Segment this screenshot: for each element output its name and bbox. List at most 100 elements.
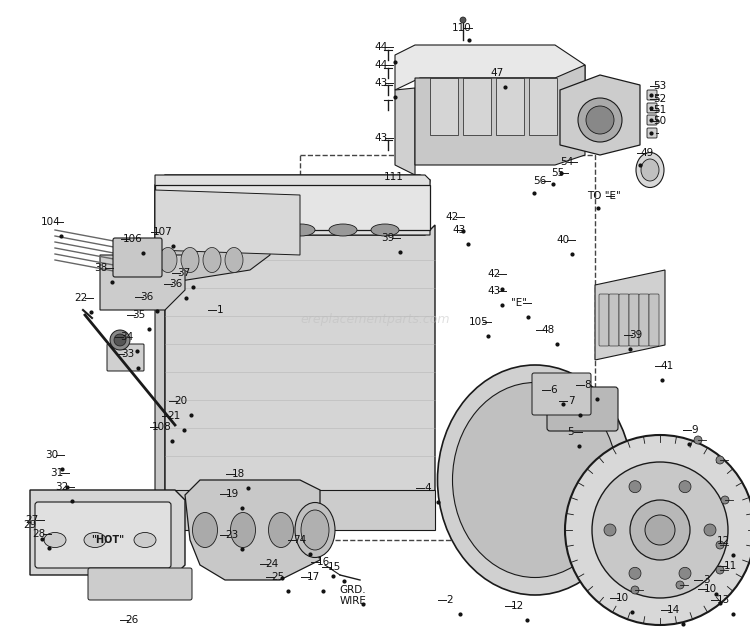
- Text: 51: 51: [653, 105, 667, 115]
- Text: 37: 37: [177, 268, 190, 278]
- Polygon shape: [430, 78, 458, 135]
- Text: GRD.: GRD.: [340, 585, 366, 595]
- Text: 44: 44: [374, 60, 388, 70]
- Text: 38: 38: [94, 263, 108, 273]
- Polygon shape: [100, 255, 185, 310]
- Polygon shape: [155, 175, 430, 235]
- Circle shape: [645, 515, 675, 545]
- Ellipse shape: [329, 224, 357, 236]
- Ellipse shape: [225, 247, 243, 273]
- Polygon shape: [529, 78, 557, 135]
- Circle shape: [694, 436, 702, 444]
- Ellipse shape: [371, 224, 399, 236]
- Text: 44: 44: [374, 42, 388, 52]
- Circle shape: [676, 581, 684, 589]
- Ellipse shape: [161, 224, 189, 236]
- FancyBboxPatch shape: [547, 387, 618, 431]
- FancyBboxPatch shape: [619, 294, 629, 346]
- Ellipse shape: [295, 502, 335, 558]
- Text: 36: 36: [170, 279, 183, 289]
- Text: 105: 105: [470, 317, 489, 327]
- Ellipse shape: [203, 224, 231, 236]
- Text: 3: 3: [703, 575, 709, 585]
- Text: 28: 28: [32, 529, 46, 539]
- Circle shape: [679, 481, 691, 493]
- Text: 104: 104: [41, 217, 61, 227]
- Circle shape: [592, 462, 728, 598]
- Polygon shape: [496, 78, 524, 135]
- Ellipse shape: [636, 153, 664, 187]
- Ellipse shape: [245, 224, 273, 236]
- Text: 35: 35: [132, 310, 146, 320]
- Circle shape: [629, 567, 641, 579]
- FancyBboxPatch shape: [647, 90, 657, 100]
- Text: 106: 106: [123, 234, 142, 244]
- Circle shape: [721, 496, 729, 504]
- FancyBboxPatch shape: [647, 115, 657, 125]
- FancyBboxPatch shape: [88, 568, 192, 600]
- Text: 30: 30: [46, 450, 58, 460]
- Text: 107: 107: [153, 227, 173, 237]
- Text: 24: 24: [266, 559, 279, 569]
- Ellipse shape: [301, 510, 329, 550]
- Polygon shape: [560, 75, 640, 155]
- Text: 2: 2: [447, 595, 453, 605]
- Text: 1: 1: [217, 305, 223, 315]
- Text: 20: 20: [175, 396, 188, 406]
- Text: 10: 10: [616, 593, 628, 603]
- Text: 110: 110: [452, 23, 472, 33]
- Text: "E": "E": [511, 298, 527, 308]
- Circle shape: [565, 435, 750, 625]
- Text: 49: 49: [640, 148, 653, 158]
- Text: 56: 56: [533, 176, 547, 186]
- Text: 43: 43: [452, 225, 466, 235]
- Text: 8: 8: [585, 380, 591, 390]
- Polygon shape: [185, 480, 320, 580]
- Text: 11: 11: [723, 561, 736, 571]
- Circle shape: [631, 586, 639, 594]
- FancyBboxPatch shape: [629, 294, 639, 346]
- Text: 31: 31: [50, 468, 64, 478]
- Text: 25: 25: [272, 572, 285, 582]
- Bar: [300, 155, 595, 540]
- Text: "HOT": "HOT": [92, 535, 124, 545]
- Circle shape: [460, 17, 466, 23]
- FancyBboxPatch shape: [647, 128, 657, 138]
- Polygon shape: [155, 175, 430, 235]
- Text: 53: 53: [653, 81, 667, 91]
- Text: 4: 4: [424, 483, 431, 493]
- Text: 12: 12: [510, 601, 524, 611]
- Text: 43: 43: [374, 133, 388, 143]
- Text: 32: 32: [56, 482, 69, 492]
- Text: 27: 27: [26, 515, 39, 525]
- Text: 14: 14: [666, 605, 680, 615]
- Circle shape: [110, 330, 130, 350]
- Text: 33: 33: [122, 349, 135, 359]
- Text: 34: 34: [120, 332, 134, 342]
- Text: 42: 42: [488, 269, 501, 279]
- Circle shape: [716, 541, 724, 549]
- Text: 17: 17: [306, 572, 320, 582]
- Text: 9: 9: [692, 425, 698, 435]
- Circle shape: [630, 500, 690, 560]
- Ellipse shape: [641, 159, 659, 181]
- Polygon shape: [165, 490, 435, 530]
- Text: 18: 18: [231, 469, 244, 479]
- Polygon shape: [595, 270, 665, 360]
- Text: ereplacementparts.com: ereplacementparts.com: [300, 314, 450, 326]
- FancyBboxPatch shape: [599, 294, 609, 346]
- Polygon shape: [165, 225, 435, 500]
- Ellipse shape: [84, 533, 106, 548]
- Text: 41: 41: [660, 361, 674, 371]
- Text: 39: 39: [381, 233, 394, 243]
- Text: 108: 108: [152, 422, 172, 432]
- Ellipse shape: [193, 512, 217, 548]
- Circle shape: [629, 481, 641, 493]
- Ellipse shape: [159, 247, 177, 273]
- Text: 29: 29: [23, 520, 37, 530]
- Ellipse shape: [181, 247, 199, 273]
- Text: 16: 16: [316, 557, 330, 567]
- Text: 5: 5: [567, 427, 573, 437]
- FancyBboxPatch shape: [609, 294, 619, 346]
- Circle shape: [578, 98, 622, 142]
